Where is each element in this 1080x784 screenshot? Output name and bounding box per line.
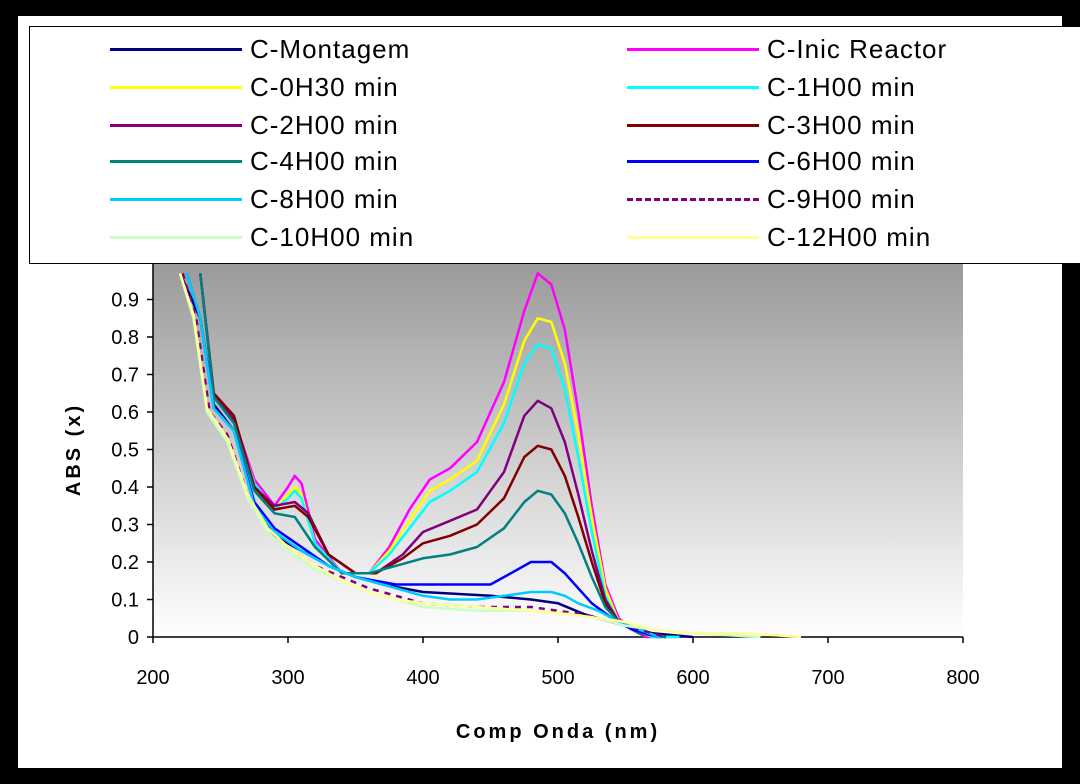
series-line-6: [199, 273, 667, 639]
legend-swatch: [627, 85, 759, 89]
legend-item: C-Inic Reactor: [627, 31, 947, 67]
series-line-7: [199, 273, 667, 639]
y-tick-label: 0.7: [111, 365, 139, 387]
legend-label: C-1H00 min: [767, 71, 916, 102]
y-tick-label: 0.3: [111, 515, 139, 537]
legend-swatch: [110, 159, 242, 163]
legend-label: C-0H30 min: [250, 71, 399, 102]
x-tick-label: 500: [541, 667, 574, 689]
legend-swatch: [627, 47, 759, 51]
x-tick-label: 700: [811, 667, 844, 689]
legend-item: C-9H00 min: [627, 181, 916, 217]
chart-legend: C-Montagem C-Inic Reactor C-0H30 min C-1H00…: [29, 26, 1080, 264]
x-tick-label: 800: [946, 667, 979, 689]
y-tick-label: 0.8: [111, 327, 139, 349]
y-tick-label: 0: [128, 627, 139, 649]
legend-label: C-8H00 min: [250, 183, 399, 214]
legend-item: C-Montagem: [110, 31, 410, 67]
y-tick-label: 0.6: [111, 402, 139, 424]
legend-label: C-6H00 min: [767, 145, 916, 176]
legend-swatch: [110, 47, 242, 51]
legend-item: C-3H00 min: [627, 107, 916, 143]
legend-swatch: [110, 235, 242, 239]
x-tick-label: 600: [676, 667, 709, 689]
legend-swatch: [627, 159, 759, 163]
y-tick-label: 0.4: [111, 477, 139, 499]
series-line-5: [199, 273, 667, 639]
x-tick-label: 400: [406, 667, 439, 689]
axes-layer: [147, 262, 964, 643]
series-layer: [178, 272, 802, 639]
legend-item: C-1H00 min: [627, 69, 916, 105]
legend-item: C-8H00 min: [110, 181, 399, 217]
legend-label: C-3H00 min: [767, 109, 916, 140]
y-tick-label: 0.9: [111, 290, 139, 312]
legend-swatch: [110, 85, 242, 89]
legend-swatch: [110, 123, 242, 127]
series-line-9: [185, 272, 660, 639]
series-line-2: [199, 272, 666, 639]
series-line-12: [178, 272, 802, 639]
legend-item: C-10H00 min: [110, 219, 414, 255]
legend-swatch: [110, 197, 242, 201]
tick-label-layer: 0 0.1 0.2 0.3 0.4 0.5 0.6 0.7 0.8 0.9 200 300 400 500…: [111, 290, 980, 690]
legend-item: C-2H00 min: [110, 107, 399, 143]
legend-label: C-4H00 min: [250, 145, 399, 176]
legend-label: C-12H00 min: [767, 221, 932, 252]
x-tick-label: 300: [271, 667, 304, 689]
legend-swatch: [627, 197, 759, 201]
series-line-3: [199, 273, 680, 639]
legend-label: C-10H00 min: [250, 221, 415, 252]
legend-item: C-6H00 min: [627, 143, 916, 179]
legend-label: C-2H00 min: [250, 109, 399, 140]
x-axis-title: Comp Onda (nm): [456, 721, 660, 743]
legend-item: C-0H30 min: [110, 69, 399, 105]
legend-label: C-9H00 min: [767, 183, 916, 214]
y-axis-title: ABS (x): [63, 403, 85, 496]
y-tick-label: 0.2: [111, 552, 139, 574]
legend-swatch: [627, 123, 759, 127]
legend-item: C-12H00 min: [627, 219, 931, 255]
legend-item: C-4H00 min: [110, 143, 399, 179]
plot-area: [153, 262, 963, 637]
legend-swatch: [627, 235, 759, 239]
legend-label: C-Inic Reactor: [767, 33, 948, 64]
legend-label: C-Montagem: [250, 33, 411, 64]
y-tick-label: 0.1: [111, 590, 139, 612]
x-tick-label: 200: [136, 667, 169, 689]
y-tick-label: 0.5: [111, 440, 139, 462]
series-line-10: [181, 272, 667, 639]
